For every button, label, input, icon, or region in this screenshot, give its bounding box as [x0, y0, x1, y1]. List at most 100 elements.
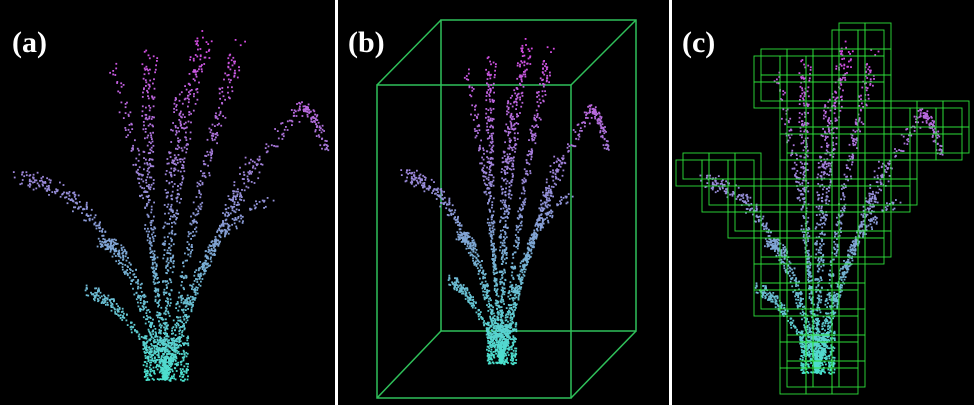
point: [160, 307, 162, 309]
point: [496, 302, 498, 304]
point: [191, 288, 193, 290]
point: [521, 81, 523, 83]
point: [509, 145, 511, 147]
point: [161, 342, 163, 344]
point: [431, 192, 433, 194]
point: [400, 169, 402, 171]
point: [132, 270, 134, 272]
point: [478, 273, 480, 275]
point: [513, 118, 515, 120]
point: [259, 156, 261, 158]
point: [167, 311, 169, 313]
point: [128, 129, 130, 131]
point: [518, 218, 520, 220]
point: [537, 101, 539, 103]
point: [513, 306, 515, 308]
point: [528, 254, 530, 256]
point: [521, 271, 523, 273]
point: [137, 331, 139, 333]
point: [167, 303, 169, 305]
point: [508, 108, 510, 110]
point: [411, 173, 413, 175]
point: [182, 150, 184, 152]
point: [94, 299, 96, 301]
point: [572, 196, 574, 198]
point: [218, 228, 220, 230]
point: [185, 322, 187, 324]
point: [502, 260, 504, 262]
point: [197, 70, 199, 72]
point: [131, 150, 133, 152]
point: [506, 113, 508, 115]
point: [320, 127, 322, 129]
point: [517, 62, 519, 64]
point: [528, 248, 530, 250]
point: [506, 257, 508, 259]
point: [137, 295, 139, 297]
point: [157, 343, 159, 345]
point: [172, 361, 174, 363]
point: [112, 239, 114, 241]
point: [511, 95, 513, 97]
point: [512, 317, 514, 319]
point: [167, 250, 169, 252]
point: [533, 126, 535, 128]
point: [484, 183, 486, 185]
point: [557, 204, 559, 206]
point: [143, 316, 145, 318]
point: [143, 304, 145, 306]
point: [516, 286, 518, 288]
point: [265, 147, 267, 149]
point: [143, 342, 145, 344]
point: [472, 307, 474, 309]
point: [169, 315, 171, 317]
point: [166, 344, 168, 346]
point: [478, 150, 480, 152]
point: [258, 160, 260, 162]
point: [200, 281, 202, 283]
point: [143, 364, 145, 366]
point: [529, 239, 531, 241]
point: [469, 294, 471, 296]
point: [474, 128, 476, 130]
point: [147, 349, 149, 351]
point: [239, 173, 241, 175]
point: [492, 100, 494, 102]
point: [169, 346, 171, 348]
point: [122, 255, 124, 257]
point: [156, 263, 158, 265]
point: [476, 116, 478, 118]
point: [105, 304, 107, 306]
point: [285, 126, 287, 128]
point: [546, 206, 548, 208]
point: [521, 269, 523, 271]
point: [169, 380, 171, 382]
point: [156, 57, 158, 59]
point: [171, 204, 173, 206]
point: [86, 208, 88, 210]
point: [220, 232, 222, 234]
point: [490, 225, 492, 227]
point: [513, 168, 515, 170]
point: [457, 217, 459, 219]
point: [466, 287, 468, 289]
point: [184, 253, 186, 255]
point: [443, 203, 445, 205]
point: [204, 270, 206, 272]
point: [322, 129, 324, 131]
point: [536, 116, 538, 118]
point: [128, 114, 130, 116]
point: [517, 138, 519, 140]
point: [175, 125, 177, 127]
point: [198, 213, 200, 215]
point: [177, 159, 179, 161]
point: [521, 225, 523, 227]
point: [501, 295, 503, 297]
point: [180, 125, 182, 127]
point: [85, 220, 87, 222]
point: [117, 305, 119, 307]
point: [158, 281, 160, 283]
point: [506, 247, 508, 249]
point: [179, 344, 181, 346]
point: [137, 302, 139, 304]
